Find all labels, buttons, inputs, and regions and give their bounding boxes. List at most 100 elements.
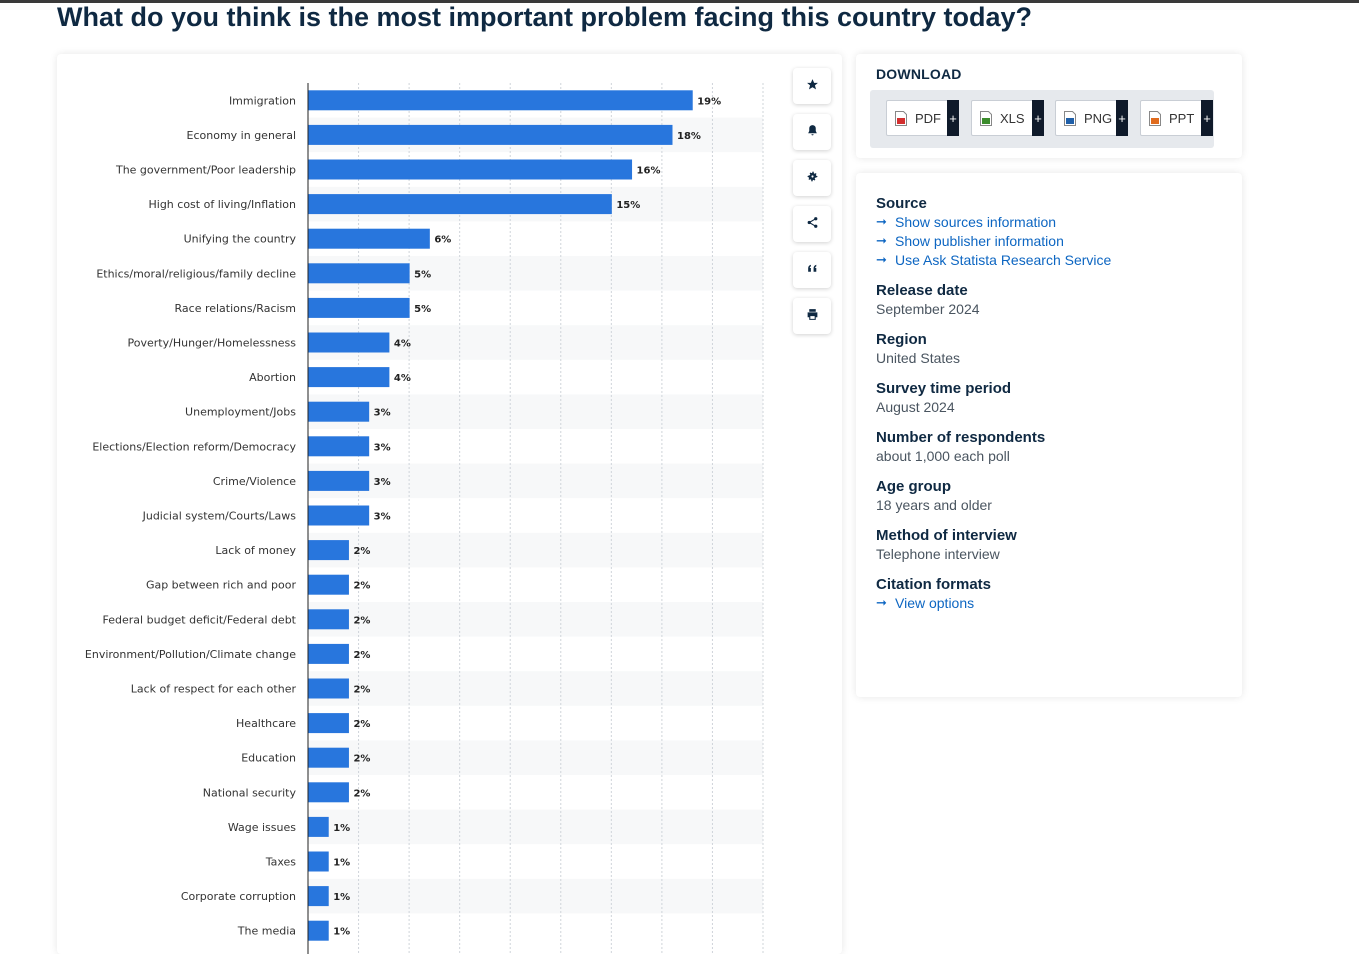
arrow-right-icon: ➞ [876, 214, 887, 229]
row-band [308, 394, 763, 429]
value-label: 4% [394, 339, 411, 350]
value-label: 2% [353, 788, 370, 799]
region-heading: Region [876, 331, 927, 348]
bar [308, 367, 390, 388]
show-sources-label: Show sources information [895, 214, 1057, 230]
value-label: 3% [374, 442, 391, 453]
value-label: 2% [353, 719, 370, 730]
bar [308, 540, 349, 561]
bar [308, 678, 349, 699]
category-label: Environment/Pollution/Climate change [85, 648, 296, 661]
bar [308, 816, 329, 837]
download-format-label: XLS [1000, 110, 1025, 126]
arrow-right-icon: ➞ [876, 233, 887, 248]
category-label: Unifying the country [184, 233, 297, 246]
survey-period-value: August 2024 [876, 399, 955, 415]
bar [308, 159, 633, 180]
star-icon [806, 78, 819, 94]
download-card: DOWNLOAD PDF + XLS + PNG + PPT + [856, 54, 1242, 158]
value-label: 18% [677, 131, 701, 142]
bar [308, 643, 349, 664]
bar [308, 263, 410, 284]
download-xls-button[interactable]: XLS + [971, 100, 1044, 136]
age-group-heading: Age group [876, 478, 951, 495]
favorite-button[interactable] [793, 68, 831, 104]
download-ppt-button[interactable]: PPT + [1140, 100, 1213, 136]
plus-icon: + [1116, 100, 1128, 136]
respondents-heading: Number of respondents [876, 429, 1046, 446]
download-pdf-button[interactable]: PDF + [886, 100, 959, 136]
bar [308, 747, 349, 768]
category-label: The government/Poor leadership [115, 164, 296, 177]
value-label: 4% [394, 373, 411, 384]
category-label: High cost of living/Inflation [149, 198, 297, 211]
value-label: 6% [434, 235, 451, 246]
bar [308, 609, 349, 630]
row-band [308, 809, 763, 845]
survey-period-heading: Survey time period [876, 380, 1012, 397]
value-label: 16% [637, 166, 661, 177]
arrow-right-icon: ➞ [876, 252, 887, 267]
category-label: Judicial system/Courts/Laws [142, 510, 297, 523]
bell-icon [806, 124, 819, 140]
category-label: Lack of money [215, 544, 296, 557]
value-label: 2% [353, 685, 370, 696]
bar [308, 194, 612, 215]
gear-icon [806, 170, 819, 186]
bar [308, 851, 329, 872]
category-label: Elections/Election reform/Democracy [92, 440, 296, 453]
show-publisher-link[interactable]: ➞ Show publisher information [876, 233, 1226, 249]
category-label: Education [241, 752, 296, 765]
cite-button[interactable] [793, 252, 831, 288]
interview-method-heading: Method of interview [876, 527, 1017, 544]
download-format-label: PPT [1169, 110, 1195, 126]
notification-button[interactable] [793, 114, 831, 150]
arrow-right-icon: ➞ [876, 595, 887, 610]
pdf-file-icon [895, 110, 907, 126]
value-label: 2% [353, 615, 370, 626]
bar [308, 782, 349, 803]
value-label: 19% [697, 96, 721, 107]
row-band [308, 602, 763, 637]
plus-icon: + [1201, 100, 1213, 136]
print-button[interactable] [793, 298, 831, 334]
category-label: National security [203, 786, 297, 799]
research-service-label: Use Ask Statista Research Service [895, 252, 1112, 268]
research-service-link[interactable]: ➞ Use Ask Statista Research Service [876, 252, 1226, 268]
plus-icon: + [947, 100, 959, 136]
category-label: Corporate corruption [181, 890, 296, 903]
print-icon [806, 308, 819, 324]
age-group-value: 18 years and older [876, 497, 992, 513]
bar [308, 713, 349, 734]
top-border [0, 0, 1359, 3]
bar [308, 574, 349, 595]
download-format-label: PNG [1084, 110, 1113, 126]
share-icon [806, 216, 819, 232]
bar [308, 228, 430, 249]
share-button[interactable] [793, 206, 831, 242]
value-label: 1% [333, 892, 350, 903]
value-label: 2% [353, 546, 370, 557]
chart-toolbar [793, 68, 831, 344]
view-options-link[interactable]: ➞ View options [876, 595, 1226, 611]
category-label: Wage issues [228, 821, 296, 834]
release-date-value: September 2024 [876, 301, 980, 317]
citation-heading: Citation formats [876, 576, 992, 593]
download-png-button[interactable]: PNG + [1055, 100, 1128, 136]
region-value: United States [876, 350, 961, 366]
category-label: Lack of respect for each other [131, 683, 297, 696]
xls-file-icon [980, 110, 992, 126]
bar [308, 886, 329, 907]
value-label: 5% [414, 304, 431, 315]
interview-method-value: Telephone interview [876, 546, 1000, 562]
row-band [308, 740, 763, 775]
settings-button[interactable] [793, 160, 831, 196]
category-label: Immigration [229, 94, 296, 107]
respondents-value: about 1,000 each poll [876, 448, 1010, 464]
bar [308, 297, 410, 318]
category-label: Ethics/moral/religious/family decline [96, 267, 296, 280]
category-label: The media [237, 925, 296, 938]
download-format-label: PDF [915, 110, 941, 126]
show-sources-link[interactable]: ➞ Show sources information [876, 214, 1226, 230]
bar [308, 436, 370, 457]
